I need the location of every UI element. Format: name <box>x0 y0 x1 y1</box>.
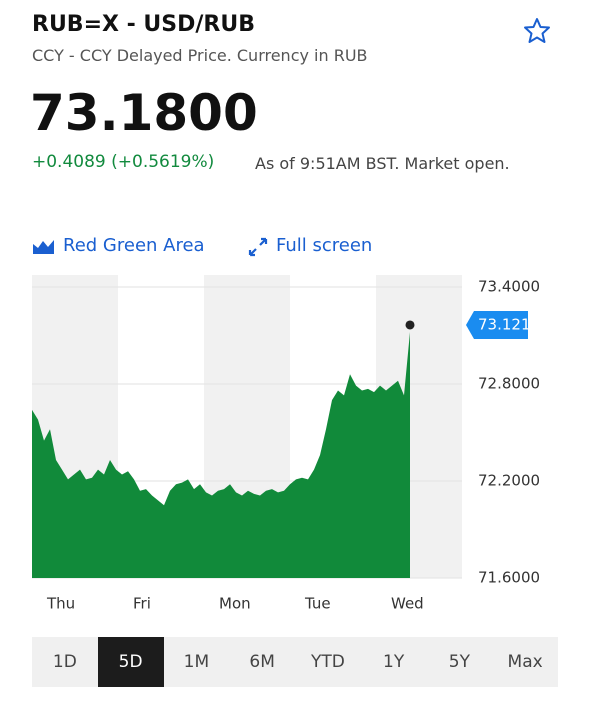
area-icon <box>33 240 54 254</box>
last-price-label: 73.1218 <box>478 315 540 333</box>
title: RUB=X - USD/RUB <box>32 12 255 37</box>
range-button[interactable]: 1D <box>52 652 77 672</box>
price-area <box>32 331 410 578</box>
last-price-tag <box>466 310 528 339</box>
x-tick-label: Fri <box>133 595 151 613</box>
y-tick-label: 72.8000 <box>478 375 540 393</box>
chart-style-button[interactable]: Red Green Area <box>63 235 205 256</box>
last-point <box>405 320 415 330</box>
price-change: +0.4089 (+0.5619%) <box>32 152 215 172</box>
fullscreen-icon <box>248 237 268 257</box>
star-icon <box>524 18 550 43</box>
range-bar: 1D 5D 1M 6M YTD 1Y 5Y Max <box>32 637 558 687</box>
x-tick-label: Thu <box>46 595 75 613</box>
y-tick-label: 73.4000 <box>478 278 540 296</box>
price: 73.1800 <box>30 84 258 142</box>
chart: Thu Fri Mon Tue Wed 73.4000 72.8000 72.2000 71.6… <box>32 275 540 613</box>
range-button[interactable]: 6M <box>249 652 275 672</box>
range-button[interactable]: 1M <box>183 652 210 672</box>
y-tick-label: 72.2000 <box>478 472 540 490</box>
range-button[interactable]: YTD <box>310 652 345 672</box>
y-tick-label: 71.6000 <box>478 569 540 587</box>
x-tick-label: Tue <box>304 595 331 613</box>
x-tick-label: Mon <box>219 595 251 613</box>
fullscreen-button[interactable]: Full screen <box>276 235 373 256</box>
range-button[interactable]: 5Y <box>448 652 470 672</box>
market-status: As of 9:51AM BST. Market open. <box>255 154 510 173</box>
favorite-star[interactable] <box>522 16 552 46</box>
range-button[interactable]: Max <box>507 652 543 672</box>
subtitle: CCY - CCY Delayed Price. Currency in RUB <box>32 46 368 65</box>
x-tick-label: Wed <box>391 595 424 613</box>
range-button[interactable]: 1Y <box>383 652 405 672</box>
range-button[interactable]: 5D <box>97 637 164 687</box>
